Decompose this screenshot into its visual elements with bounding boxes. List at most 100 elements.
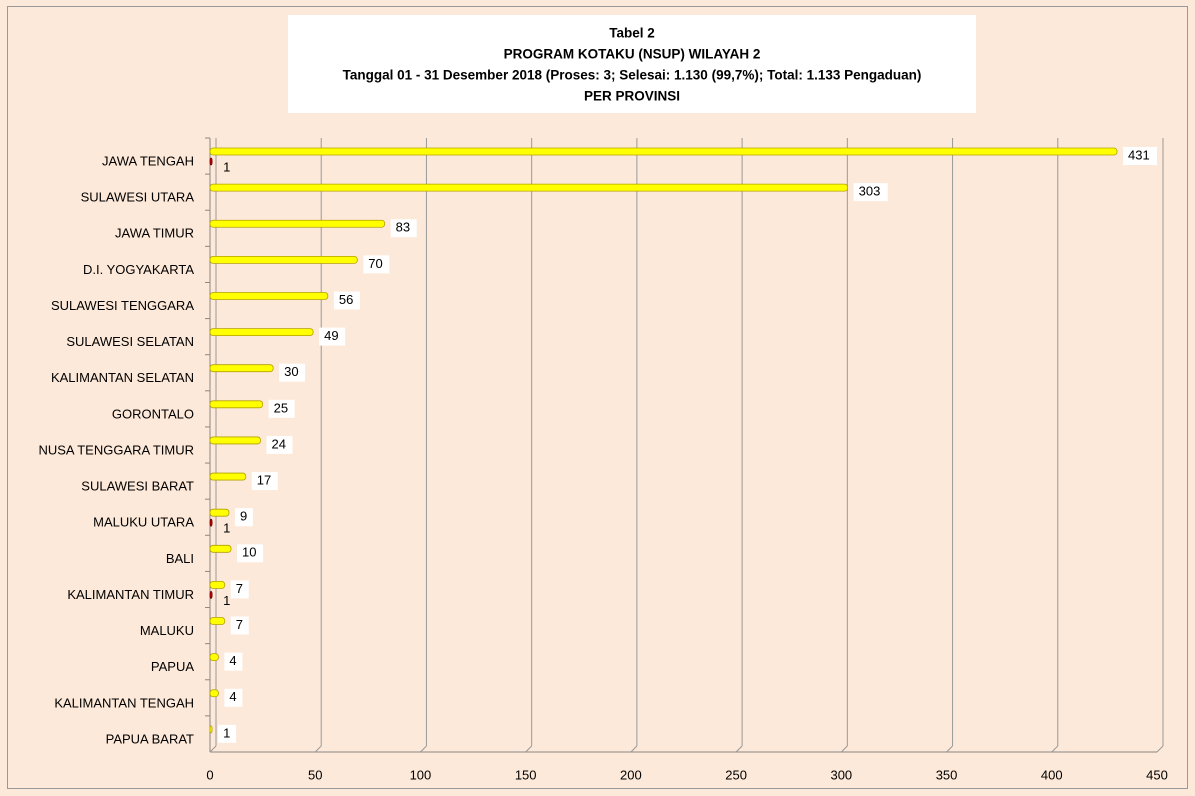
frame bbox=[7, 6, 1188, 789]
grid-line bbox=[946, 745, 953, 753]
label-box bbox=[224, 688, 243, 707]
label-box bbox=[218, 724, 237, 743]
value-label: 4 bbox=[229, 653, 236, 668]
grid-line bbox=[209, 745, 217, 753]
bar bbox=[209, 617, 226, 625]
y-tick-label: JAWA TIMUR bbox=[115, 226, 194, 241]
x-tick-label: 350 bbox=[936, 767, 958, 782]
value-label: 1 bbox=[223, 725, 230, 740]
x-tick-label: 50 bbox=[308, 767, 322, 782]
label-box bbox=[363, 255, 390, 274]
value-label: 83 bbox=[396, 220, 410, 235]
value-label: 30 bbox=[284, 364, 298, 379]
value-label: 70 bbox=[368, 256, 382, 271]
label-box bbox=[333, 291, 360, 310]
bar bbox=[209, 581, 226, 589]
value-label: 9 bbox=[240, 509, 247, 524]
y-tick-label: NUSA TENGGARA TIMUR bbox=[38, 442, 194, 457]
y-tick-label: KALIMANTAN SELATAN bbox=[51, 370, 194, 385]
label-box bbox=[853, 183, 888, 202]
grid-line bbox=[735, 745, 743, 753]
y-tick-label: SULAWESI BARAT bbox=[81, 479, 194, 494]
y-tick-label: SULAWESI SELATAN bbox=[66, 334, 194, 349]
bar bbox=[209, 400, 264, 409]
bar bbox=[209, 725, 213, 734]
value-label: 431 bbox=[1128, 147, 1150, 162]
y-tick-label: GORONTALO bbox=[112, 406, 194, 421]
value-label: 10 bbox=[242, 545, 256, 560]
value-label: 56 bbox=[339, 292, 353, 307]
y-tick-label: SULAWESI UTARA bbox=[81, 190, 195, 205]
y-tick-label: KALIMANTAN TENGAH bbox=[54, 695, 194, 710]
x-tick-label: 100 bbox=[410, 767, 432, 782]
x-tick-label: 250 bbox=[725, 767, 747, 782]
bar bbox=[209, 518, 213, 527]
bar bbox=[209, 157, 213, 166]
bar bbox=[209, 183, 849, 192]
value-label: 25 bbox=[274, 400, 288, 415]
label-box bbox=[234, 508, 253, 527]
value-label: 1 bbox=[223, 521, 230, 536]
chart-title: Tanggal 01 - 31 Desember 2018 (Proses: 3… bbox=[343, 68, 922, 83]
grid-line bbox=[525, 745, 533, 753]
value-label: 7 bbox=[236, 617, 243, 632]
bar bbox=[209, 544, 232, 553]
value-label: 1 bbox=[223, 593, 230, 608]
chart-title: PROGRAM KOTAKU (NSUP) WILAYAH 2 bbox=[504, 47, 761, 62]
grid-line bbox=[420, 745, 427, 753]
x-tick-label: 400 bbox=[1041, 767, 1063, 782]
bar bbox=[209, 472, 247, 481]
label-box bbox=[237, 544, 264, 563]
y-tick-label: PAPUA BARAT bbox=[106, 731, 194, 746]
label-box bbox=[251, 472, 278, 491]
y-tick-label: KALIMANTAN TIMUR bbox=[67, 587, 194, 602]
y-tick-label: JAWA TENGAH bbox=[102, 153, 194, 168]
bar bbox=[209, 255, 358, 264]
y-tick-label: BALI bbox=[166, 551, 194, 566]
bar bbox=[209, 219, 386, 228]
grid-line bbox=[840, 745, 848, 753]
y-tick-label: SULAWESI TENGGARA bbox=[51, 298, 194, 313]
bar bbox=[209, 147, 1118, 156]
value-label: 49 bbox=[324, 328, 338, 343]
grid-line bbox=[1156, 745, 1164, 753]
grid-line bbox=[630, 745, 638, 753]
value-label: 303 bbox=[859, 184, 881, 199]
bar bbox=[209, 364, 274, 373]
x-tick-label: 0 bbox=[206, 767, 213, 782]
value-label: 24 bbox=[272, 436, 286, 451]
grid-line bbox=[1051, 745, 1059, 753]
y-tick-label: D.I. YOGYAKARTA bbox=[83, 262, 194, 277]
x-tick-label: 450 bbox=[1146, 767, 1168, 782]
value-label: 4 bbox=[229, 689, 236, 704]
label-box bbox=[268, 399, 295, 418]
label-box bbox=[230, 616, 249, 635]
label-box bbox=[224, 652, 243, 671]
bar bbox=[209, 508, 230, 517]
label-box bbox=[319, 327, 346, 346]
bar bbox=[209, 292, 329, 300]
bar bbox=[209, 436, 261, 445]
label-box bbox=[266, 435, 293, 454]
y-tick-label: MALUKU UTARA bbox=[93, 515, 194, 530]
chart-title: PER PROVINSI bbox=[584, 89, 680, 104]
label-box bbox=[279, 363, 306, 382]
x-tick-label: 300 bbox=[830, 767, 852, 782]
title-box bbox=[288, 15, 976, 113]
bar bbox=[209, 328, 314, 336]
grid-line bbox=[314, 745, 322, 753]
chart-title: Tabel 2 bbox=[609, 26, 655, 41]
value-label: 1 bbox=[223, 159, 230, 174]
value-label: 17 bbox=[257, 472, 271, 487]
bar bbox=[209, 653, 219, 662]
label-box bbox=[390, 219, 417, 238]
value-label: 7 bbox=[236, 581, 243, 596]
y-tick-label: MALUKU bbox=[140, 623, 194, 638]
y-tick-label: PAPUA bbox=[151, 659, 194, 674]
label-box bbox=[1123, 147, 1158, 165]
label-box bbox=[230, 580, 249, 599]
bar bbox=[209, 591, 213, 599]
